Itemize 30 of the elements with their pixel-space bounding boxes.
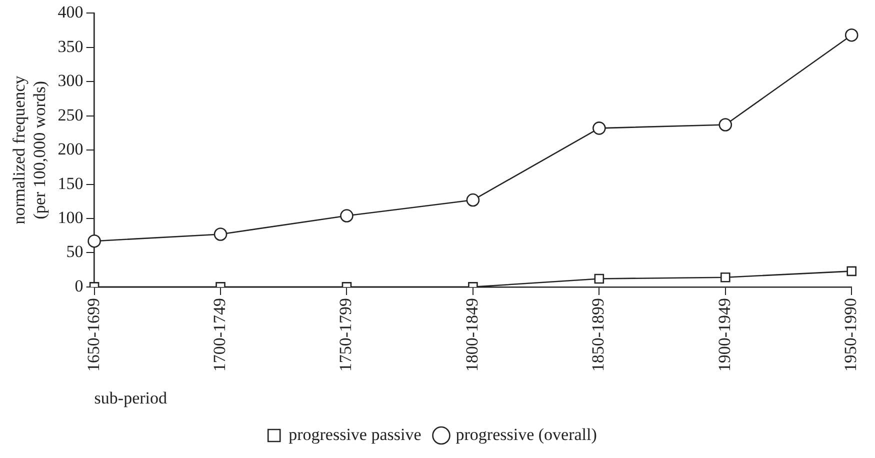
y-tick-label: 100	[58, 208, 84, 227]
y-tick-label: 50	[66, 242, 84, 262]
point	[846, 266, 856, 276]
x-axis-title: sub-period	[94, 388, 168, 408]
legend-label: progressive (overall)	[456, 424, 597, 444]
point	[844, 28, 858, 42]
y-tick-label: 300	[58, 71, 84, 90]
point	[594, 274, 604, 284]
y-tick-label: 150	[58, 174, 84, 193]
y-tick-label: 0	[74, 276, 84, 296]
x-tick-label: 1950-1990	[841, 298, 860, 372]
y-axis-title: normalized frequency (per 100,000 words)	[10, 75, 50, 224]
y-tick-label: 350	[58, 36, 84, 56]
x-tick-label: 1850-1899	[588, 298, 608, 372]
point	[466, 193, 480, 207]
legend-label: progressive passive	[288, 424, 422, 444]
x-tick-label: 1650-1699	[84, 298, 103, 372]
point	[718, 118, 732, 132]
point	[592, 122, 606, 135]
point	[214, 228, 228, 241]
x-tick-label: 1900-1949	[714, 298, 734, 372]
point	[720, 272, 730, 282]
x-tick-label: 1700-1749	[210, 298, 229, 372]
y-tick-label: 400	[58, 2, 84, 22]
y-tick-label: 250	[58, 105, 84, 124]
point	[340, 209, 354, 222]
x-tick-label: 1750-1799	[336, 298, 356, 372]
x-tick-label: 1800-1849	[462, 298, 482, 372]
point	[88, 234, 101, 248]
y-tick-label: 200	[58, 140, 84, 159]
